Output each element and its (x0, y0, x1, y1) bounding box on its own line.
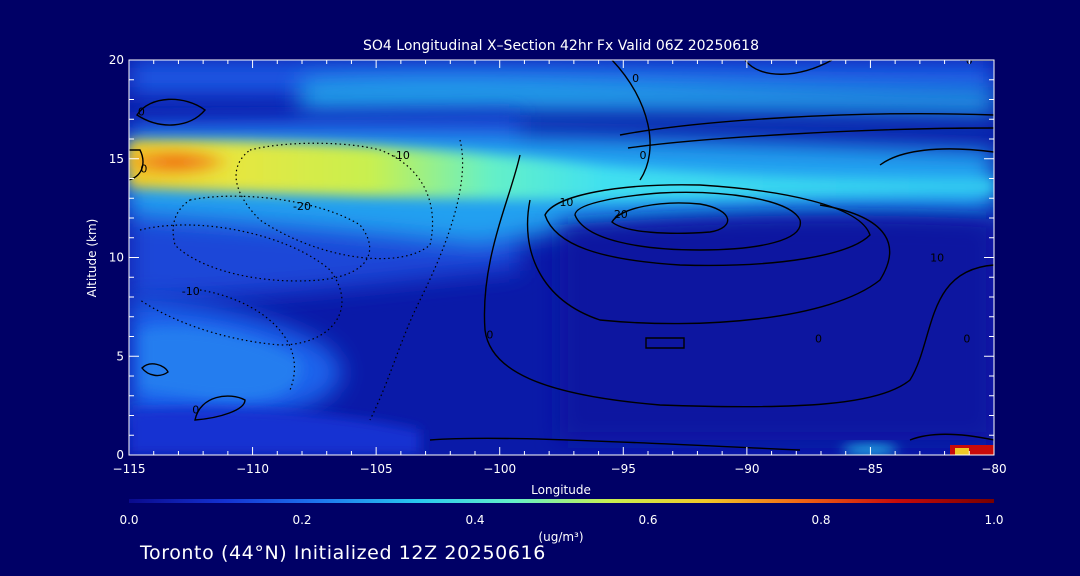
contour-label: 0 (192, 404, 199, 417)
field-layer-core (129, 140, 994, 200)
y-tick-label: 15 (109, 152, 124, 166)
colorbar-tick-label: 0.2 (292, 513, 311, 527)
chart-title: SO4 Longitudinal X–Section 42hr Fx Valid… (363, 38, 759, 54)
contour-lines-dotted (139, 139, 464, 421)
field-low-west-core (140, 326, 302, 401)
field-ground-hotspot-2b (955, 448, 969, 455)
contour-solid-13 (645, 337, 685, 349)
contour-solid-6 (619, 113, 994, 136)
contour-label: -10 (392, 149, 410, 162)
y-tick-label: 0 (116, 448, 124, 462)
colorbar-tick-label: 0.4 (465, 513, 484, 527)
contour-solid-1 (483, 154, 994, 408)
contour-solid-9 (611, 60, 651, 181)
contour-solid-15 (194, 395, 246, 421)
contour-labels: -10-20-10000001020100000 (138, 60, 973, 417)
field-hot-core (129, 148, 235, 176)
footer-caption: Toronto (44°N) Initialized 12Z 20250616 (140, 542, 546, 564)
contour-solid-4 (574, 191, 801, 251)
y-tick-label: 10 (109, 251, 124, 265)
contour-solid-3 (544, 184, 871, 267)
contour-solid-8 (879, 148, 994, 166)
contour-label: 0 (140, 163, 147, 176)
contour-label: 0 (815, 332, 822, 345)
x-axis-label: Longitude (531, 483, 591, 497)
field-east-dark (560, 215, 994, 440)
colorbar-tick-label: 1.0 (984, 513, 1003, 527)
x-tick-label: −110 (236, 462, 269, 476)
colorbar-tick-label: 0.6 (638, 513, 657, 527)
contour-label: 0 (640, 149, 647, 162)
contour-solid-17 (909, 433, 994, 441)
colorbar-strip (129, 499, 994, 503)
contour-label: 10 (559, 196, 573, 209)
concentration-field (129, 60, 994, 455)
y-axis-label: Altitude (km) (85, 219, 99, 298)
x-tick-label: −115 (113, 462, 146, 476)
colorbar-tick-label: 0.8 (811, 513, 830, 527)
contour-label: 0 (963, 332, 970, 345)
contour-label: -20 (293, 200, 311, 213)
colorbar-unit-label: (ug/m³) (538, 530, 583, 544)
colorbar-ticks: 0.0 0.2 0.4 0.6 0.8 1.0 (119, 513, 1003, 527)
contour-label: 0 (632, 72, 639, 85)
y-tick-label: 5 (116, 349, 124, 363)
contour-label: -10 (182, 285, 200, 298)
contour-label: 10 (930, 252, 944, 265)
contour-solid-10 (744, 60, 833, 75)
y-tick-label: 20 (109, 53, 124, 67)
contour-label: 0 (486, 329, 493, 342)
plot-area: -10-20-10000001020100000 (129, 60, 994, 455)
contour-solid-5 (611, 202, 729, 234)
field-ground-hotspot-2 (950, 445, 994, 455)
contour-solid-11 (136, 98, 207, 126)
x-tick-label: −90 (734, 462, 759, 476)
contour-label: 20 (614, 208, 628, 221)
x-tick-label: −80 (981, 462, 1006, 476)
y-axis-ticks: 0 5 10 15 20 (109, 53, 994, 462)
contour-label: 0 (138, 105, 145, 118)
contour-lines (129, 60, 994, 451)
contour-dotted-1 (235, 142, 434, 260)
x-axis-ticks: −115 −110 −105 −100 −95 −90 −85 −80 (113, 60, 1007, 476)
contour-dotted-4 (369, 139, 464, 421)
field-upper-cyan (300, 76, 994, 115)
contour-dotted-3 (139, 224, 343, 346)
x-tick-label: −95 (611, 462, 636, 476)
x-tick-label: −105 (360, 462, 393, 476)
x-tick-label: −100 (483, 462, 516, 476)
contour-solid-7 (627, 127, 994, 149)
contour-solid-16 (429, 437, 801, 451)
colorbar-tick-label: 0.0 (119, 513, 138, 527)
contour-solid-14 (141, 363, 169, 377)
contour-dotted-2 (172, 195, 371, 282)
contour-solid-2 (526, 199, 891, 325)
x-tick-label: −85 (858, 462, 883, 476)
colorbar: 0.0 0.2 0.4 0.6 0.8 1.0 (ug/m³) (119, 499, 1004, 544)
